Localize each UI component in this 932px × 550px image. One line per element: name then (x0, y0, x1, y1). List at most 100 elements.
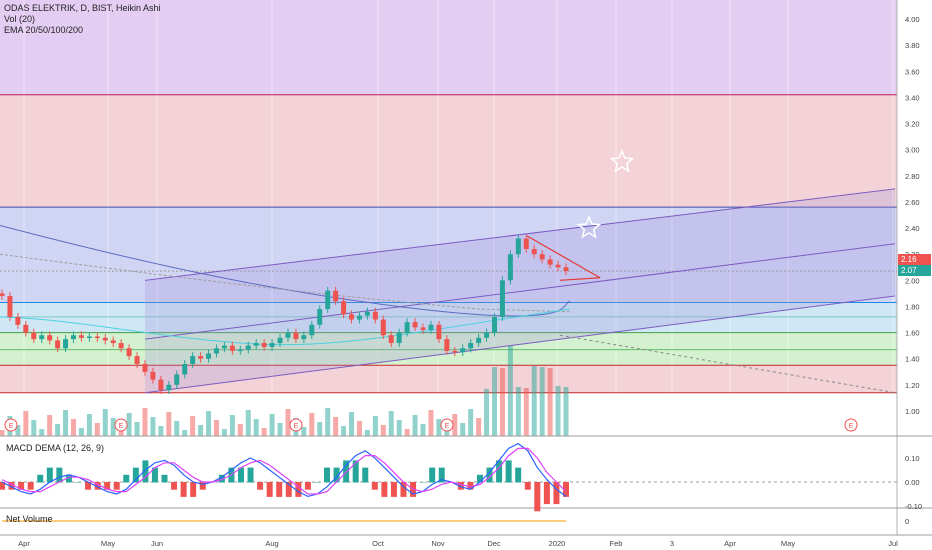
vol-indicator-label[interactable]: Vol (20) (4, 14, 36, 24)
symbol-title[interactable]: ODAS ELEKTRIK, D, BIST, Heikin Ashi (4, 3, 161, 13)
macd-histogram-bar (429, 467, 436, 483)
candle[interactable] (182, 363, 188, 375)
candle[interactable] (444, 339, 450, 351)
candle[interactable] (63, 339, 69, 349)
candle[interactable] (213, 348, 219, 354)
candle[interactable] (507, 254, 513, 281)
candle[interactable] (269, 343, 275, 347)
candle[interactable] (341, 301, 347, 315)
candle[interactable] (94, 336, 100, 339)
candle[interactable] (158, 379, 164, 391)
candle[interactable] (221, 345, 227, 349)
candle[interactable] (436, 324, 442, 340)
channel-upper-line[interactable] (144, 188, 896, 281)
candle[interactable] (277, 337, 283, 344)
earnings-marker[interactable] (440, 418, 454, 432)
x-tick-label: Oct (372, 539, 385, 548)
candle[interactable] (150, 371, 156, 380)
target-star-upper[interactable] (609, 149, 635, 173)
candle[interactable] (539, 254, 545, 260)
candle[interactable] (293, 332, 299, 340)
signal-line[interactable] (1, 447, 567, 495)
candle[interactable] (166, 384, 172, 391)
candle[interactable] (70, 335, 76, 340)
candle[interactable] (134, 356, 140, 364)
candle[interactable] (555, 264, 561, 268)
earnings-marker-label: E (119, 423, 124, 430)
candle[interactable] (86, 336, 92, 339)
candle[interactable] (237, 349, 243, 352)
channel-lower-line[interactable] (144, 295, 896, 394)
candle[interactable] (380, 319, 386, 336)
candle[interactable] (198, 356, 204, 359)
candle[interactable] (460, 348, 466, 353)
candle[interactable] (468, 343, 474, 349)
channel-middle-line[interactable] (144, 243, 896, 340)
wedge-lower-line[interactable] (559, 277, 601, 281)
candle[interactable] (31, 332, 37, 340)
candle[interactable] (261, 343, 267, 347)
candle[interactable] (476, 337, 482, 344)
candle[interactable] (412, 322, 418, 328)
candle[interactable] (317, 309, 323, 325)
candle[interactable] (47, 335, 53, 341)
volume-bar (436, 419, 442, 436)
candle[interactable] (404, 322, 410, 333)
volume-bar (364, 430, 370, 436)
macd-line[interactable] (1, 442, 567, 498)
candle[interactable] (285, 332, 291, 338)
volume-bar (110, 418, 116, 436)
target-star-lower[interactable] (576, 215, 602, 239)
candle[interactable] (364, 311, 370, 316)
candle[interactable] (499, 280, 505, 317)
candle[interactable] (118, 343, 124, 349)
candle[interactable] (7, 296, 13, 317)
candle[interactable] (309, 324, 315, 336)
candle[interactable] (325, 290, 331, 310)
candle[interactable] (420, 327, 426, 330)
candle[interactable] (356, 315, 362, 320)
candle[interactable] (563, 267, 569, 272)
candle[interactable] (229, 345, 235, 351)
macd-histogram-bar (304, 482, 311, 490)
candle[interactable] (531, 248, 537, 255)
candle[interactable] (245, 345, 251, 350)
candle[interactable] (142, 363, 148, 372)
candle[interactable] (15, 316, 21, 325)
earnings-marker[interactable] (114, 418, 128, 432)
candle[interactable] (333, 290, 339, 302)
candle[interactable] (349, 314, 355, 320)
candle[interactable] (39, 335, 45, 340)
macd-pane-title[interactable]: MACD DEMA (12, 26, 9) (6, 443, 105, 453)
earnings-marker[interactable] (4, 418, 18, 432)
candle[interactable] (0, 293, 5, 297)
candle[interactable] (55, 340, 61, 349)
candle[interactable] (492, 316, 498, 333)
candle[interactable] (523, 238, 529, 249)
candle[interactable] (126, 348, 132, 357)
candle[interactable] (301, 335, 307, 340)
candle[interactable] (206, 353, 212, 359)
candle[interactable] (428, 324, 434, 330)
candle[interactable] (388, 335, 394, 344)
candle[interactable] (78, 335, 84, 338)
candle[interactable] (452, 350, 458, 353)
volume-bar (31, 420, 37, 436)
candle[interactable] (396, 332, 402, 344)
candle[interactable] (515, 238, 521, 255)
earnings-marker[interactable] (844, 418, 858, 432)
candle[interactable] (253, 343, 259, 346)
net-volume-pane-title[interactable]: Net Volume (6, 514, 53, 524)
ema-indicator-label[interactable]: EMA 20/50/100/200 (4, 25, 84, 35)
candle[interactable] (23, 324, 29, 333)
wedge-upper-line[interactable] (526, 235, 601, 279)
candle[interactable] (190, 356, 196, 364)
candle[interactable] (547, 259, 553, 265)
candle[interactable] (102, 337, 108, 341)
candle[interactable] (110, 340, 116, 344)
candle[interactable] (484, 332, 490, 338)
earnings-marker[interactable] (289, 418, 303, 432)
candle[interactable] (174, 374, 180, 385)
candle[interactable] (372, 311, 378, 320)
